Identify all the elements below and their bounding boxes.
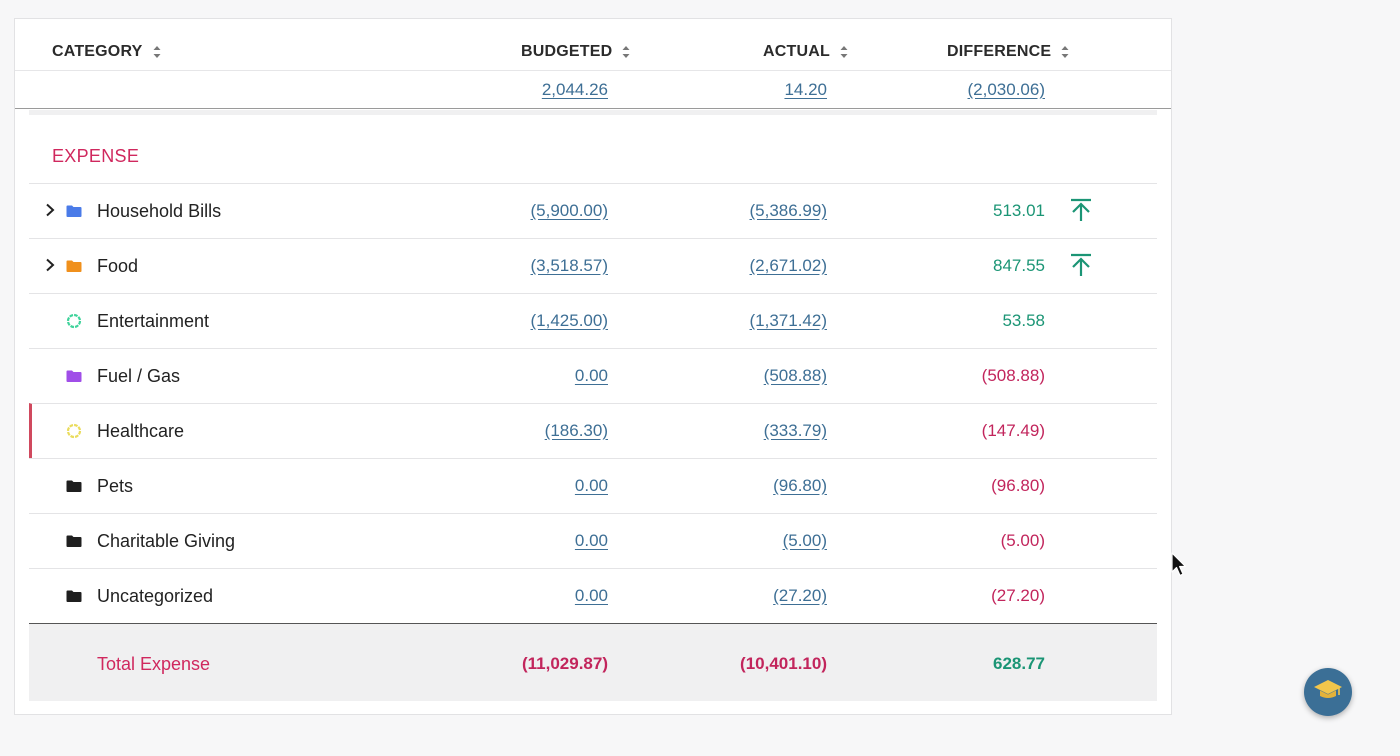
help-fab-button[interactable]	[1304, 668, 1352, 716]
sort-icon[interactable]	[153, 45, 161, 59]
category-name: Food	[97, 256, 139, 276]
section-divider	[29, 110, 1157, 115]
budgeted-link[interactable]: (1,425.00)	[530, 311, 609, 330]
budget-table-card: CATEGORY BUDGETED ACTUAL DIFFERENCE 2,04…	[14, 18, 1172, 715]
summary-difference-link[interactable]: (2,030.06)	[967, 80, 1046, 99]
folder-icon	[66, 368, 82, 384]
folder-icon	[66, 203, 82, 219]
table-row[interactable]: Uncategorized 0.00 (27.20) (27.20)	[29, 568, 1157, 623]
difference-value: 847.55	[993, 256, 1045, 275]
summary-actual-link[interactable]: 14.20	[784, 80, 827, 99]
budgeted-link[interactable]: (5,900.00)	[530, 201, 609, 220]
budgeted-link[interactable]: (186.30)	[544, 421, 608, 440]
chevron-right-icon[interactable]	[44, 258, 56, 272]
actual-link[interactable]: (508.88)	[763, 366, 827, 385]
chevron-right-icon[interactable]	[44, 203, 56, 217]
mouse-pointer-icon	[1171, 552, 1187, 578]
folder-icon	[66, 258, 82, 274]
table-row[interactable]: Pets 0.00 (96.80) (96.80)	[29, 458, 1157, 513]
difference-value: (27.20)	[991, 586, 1045, 605]
table-row[interactable]: Household Bills (5,900.00) (5,386.99) 513.0…	[29, 183, 1157, 238]
move-to-top-icon[interactable]	[1069, 252, 1093, 278]
difference-value: 53.58	[1002, 311, 1045, 330]
difference-value: (147.49)	[981, 421, 1045, 440]
budgeted-link[interactable]: (3,518.57)	[530, 256, 609, 275]
actual-link[interactable]: (5,386.99)	[749, 201, 828, 220]
move-to-top-icon[interactable]	[1069, 197, 1093, 223]
actual-link[interactable]: (96.80)	[773, 476, 827, 495]
column-header-actual[interactable]: ACTUAL	[763, 43, 848, 61]
summary-budgeted-link[interactable]: 2,044.26	[541, 80, 608, 99]
folder-icon	[66, 588, 82, 604]
total-expense-row: Total Expense (11,029.87) (10,401.10) 62…	[29, 623, 1157, 701]
total-expense-actual: (10,401.10)	[740, 654, 827, 673]
folder-icon	[66, 533, 82, 549]
actual-link[interactable]: (1,371.42)	[749, 311, 828, 330]
sort-icon[interactable]	[1061, 45, 1069, 59]
column-header-difference[interactable]: DIFFERENCE	[947, 43, 1069, 61]
budgeted-link[interactable]: 0.00	[574, 531, 608, 550]
column-header-category[interactable]: CATEGORY	[52, 43, 161, 61]
category-name: Household Bills	[97, 201, 222, 221]
actual-link[interactable]: (27.20)	[773, 586, 827, 605]
budgeted-link[interactable]: 0.00	[574, 476, 608, 495]
category-name: Fuel / Gas	[97, 366, 181, 386]
budgeted-link[interactable]: 0.00	[574, 366, 608, 385]
budgeted-link[interactable]: 0.00	[574, 586, 608, 605]
category-name: Entertainment	[97, 311, 210, 331]
table-row[interactable]: Fuel / Gas 0.00 (508.88) (508.88)	[29, 348, 1157, 403]
total-expense-budgeted: (11,029.87)	[521, 654, 608, 673]
actual-link[interactable]: (5.00)	[782, 531, 827, 550]
category-name: Charitable Giving	[97, 531, 236, 551]
progress-ring-icon	[66, 313, 82, 329]
total-expense-label: Total Expense	[97, 654, 211, 674]
actual-link[interactable]: (2,671.02)	[749, 256, 828, 275]
sort-icon[interactable]	[840, 45, 848, 59]
category-name: Uncategorized	[97, 586, 214, 606]
summary-totals-row: 2,044.26 14.20 (2,030.06)	[15, 71, 1171, 109]
category-name: Healthcare	[97, 421, 185, 441]
graduation-cap-icon	[1313, 678, 1343, 707]
table-row[interactable]: Entertainment (1,425.00) (1,371.42) 53.58	[29, 293, 1157, 348]
sort-icon[interactable]	[622, 45, 630, 59]
table-row[interactable]: Charitable Giving 0.00 (5.00) (5.00)	[29, 513, 1157, 568]
actual-link[interactable]: (333.79)	[763, 421, 827, 440]
folder-icon	[66, 478, 82, 494]
table-row[interactable]: Healthcare (186.30) (333.79) (147.49)	[29, 403, 1157, 458]
difference-value: (96.80)	[991, 476, 1045, 495]
total-expense-difference: 628.77	[993, 654, 1045, 673]
difference-value: (5.00)	[1000, 531, 1045, 550]
section-title-expense: EXPENSE	[52, 146, 140, 166]
column-header-budgeted[interactable]: BUDGETED	[521, 43, 630, 61]
table-row[interactable]: Food (3,518.57) (2,671.02) 847.55	[29, 238, 1157, 293]
category-name: Pets	[97, 476, 134, 496]
difference-value: (508.88)	[981, 366, 1045, 385]
difference-value: 513.01	[993, 201, 1045, 220]
table-header: CATEGORY BUDGETED ACTUAL DIFFERENCE	[15, 19, 1171, 71]
progress-ring-icon	[66, 423, 82, 439]
